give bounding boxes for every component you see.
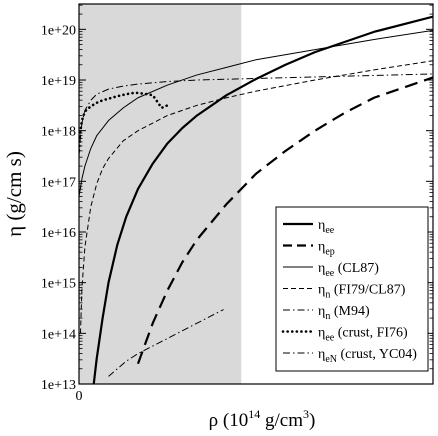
legend-label-2: ηee (CL87) [318, 261, 379, 279]
x-axis-label-sup1: 14 [248, 407, 260, 421]
legend-label-6: ηeN (crust, YC04) [318, 347, 417, 365]
series-line-2 [79, 29, 433, 197]
y-tick-label: 1e+18 [41, 125, 76, 140]
x-tick-label: 0 [76, 389, 83, 404]
y-tick-label: 1e+17 [41, 175, 76, 190]
y-tick-label: 1e+20 [41, 23, 76, 38]
legend-subscript: ee [325, 225, 334, 236]
x-axis-label-mid: g/cm [260, 410, 303, 431]
legend-label-4: ηn (M94) [318, 304, 370, 322]
series-line-6 [108, 309, 224, 377]
legend-suffix: (crust, YC04) [337, 347, 417, 362]
legend-label-3: ηn (FI79/CL87) [318, 283, 406, 301]
series-line-3 [79, 60, 433, 334]
y-tick-label: 1e+16 [41, 226, 76, 241]
y-axis-label: η (g/cm s) [2, 151, 26, 237]
legend-symbol: η [318, 240, 325, 255]
y-tick-label: 1e+14 [41, 327, 76, 342]
legend-label-1: ηep [318, 240, 335, 258]
legend-suffix: (FI79/CL87) [330, 283, 405, 298]
axis-ticks: 1e+13 1e+14 1e+15 1e+16 1e+17 1e+18 1e+19 1e+20… [41, 4, 433, 404]
series-line-5 [79, 91, 169, 153]
legend-suffix: (crust, FI76) [334, 326, 408, 341]
legend-subscript: n [325, 311, 330, 322]
legend-subscript: eN [325, 354, 337, 365]
legend-symbol: η [318, 283, 325, 298]
y-tick-label: 1e+15 [41, 277, 76, 292]
y-tick-label: 1e+19 [41, 74, 76, 89]
legend-label-0: ηee [318, 218, 335, 236]
legend-subscript: ee [325, 333, 334, 344]
legend-label-5: ηee (crust, FI76) [318, 326, 408, 344]
series-line-4 [79, 73, 433, 157]
legend-symbol: η [318, 347, 325, 362]
legend-symbol: η [318, 304, 325, 319]
series-line-0 [92, 15, 433, 384]
plot-frame [78, 3, 434, 385]
legend-suffix: (M94) [330, 304, 370, 319]
legend-subscript: ep [325, 247, 334, 258]
series-layer [79, 15, 433, 384]
legend-symbol: η [318, 326, 325, 341]
legend-suffix: (CL87) [334, 261, 379, 276]
x-axis-label-sup2: 3 [303, 407, 309, 421]
series-line-1 [136, 76, 433, 365]
legend-symbol: η [318, 218, 325, 233]
x-axis-label-end: ) [309, 410, 315, 431]
y-tick-label: 1e+13 [41, 378, 76, 393]
legend-symbol: η [318, 261, 325, 276]
legend-subscript: ee [325, 268, 334, 279]
shaded-region [79, 4, 242, 384]
x-axis-label-main: ρ (10 [209, 410, 249, 431]
legend-subscript: n [325, 290, 330, 301]
x-axis-label: ρ (1014 g/cm3) [209, 407, 316, 431]
